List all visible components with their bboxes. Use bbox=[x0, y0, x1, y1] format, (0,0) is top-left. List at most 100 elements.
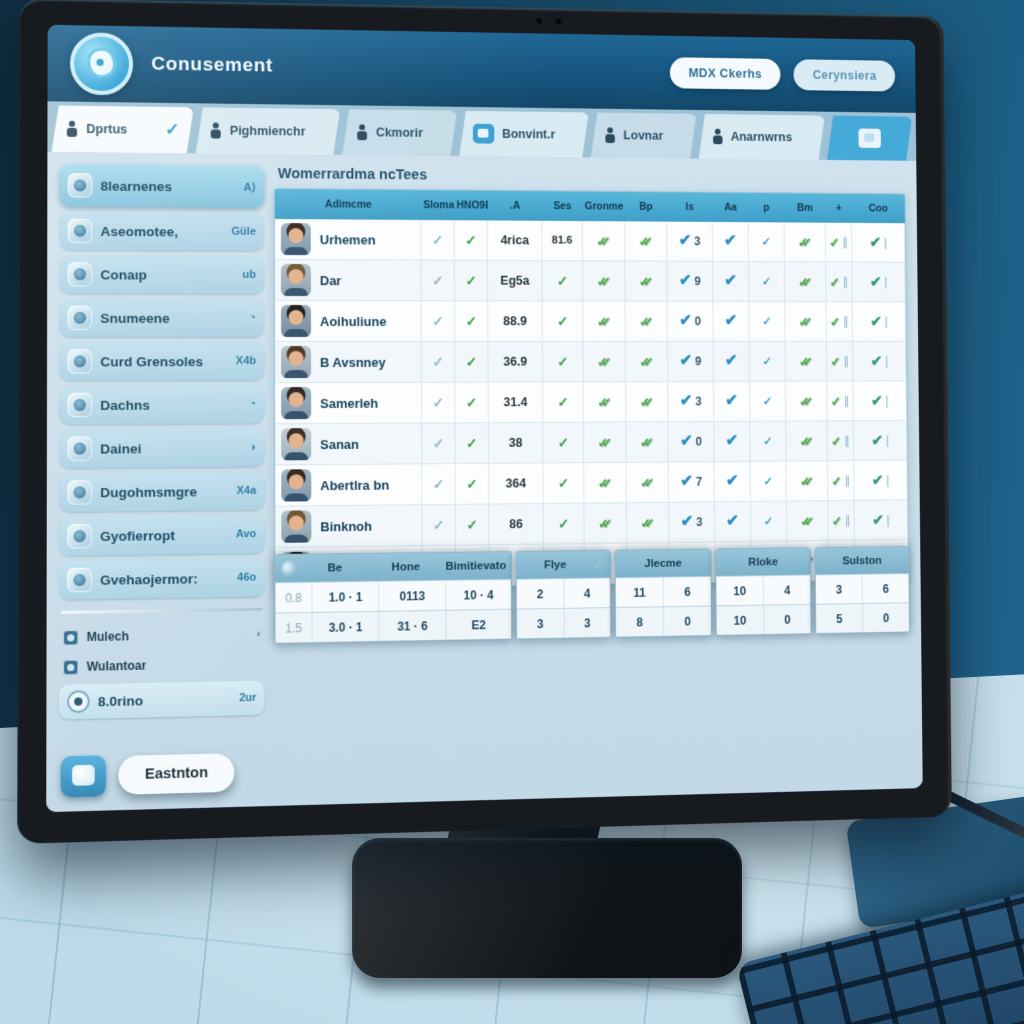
student-name: Abertlra bn bbox=[320, 477, 390, 493]
greenblue-check: ✔| bbox=[852, 262, 906, 302]
bluecheck-small: ✓ bbox=[748, 261, 786, 301]
check-icon: ✔ bbox=[724, 352, 738, 370]
table-row[interactable]: Dar ✓ ✓ Eg5a ✓ ✓✓ ✓✓ ✔ 9 ✔ ✓ ✓✓ ✓ ∥ ✔ | bbox=[274, 259, 906, 303]
ses-cell: ✓ bbox=[542, 341, 584, 382]
bottom-tables: Be Hone Bimitievato 0.8 1.0 · 1 0113 10 · 4 1.5… bbox=[274, 545, 910, 644]
value-cell: 88.9 bbox=[488, 301, 543, 341]
double-check-icon: ✓✓ bbox=[596, 233, 604, 249]
table-row[interactable]: Urhemen ✓ ✓ 4rica 81.6 ✓✓ ✓✓ ✔ 3 ✔ ✓ ✓✓ ✓ ∥ ✔ | bbox=[274, 218, 906, 263]
bluecheck-small: ✓ bbox=[750, 501, 788, 542]
apps-button[interactable] bbox=[60, 755, 107, 798]
count-cell: ✔ 9 bbox=[667, 261, 714, 301]
column-header: Ses bbox=[553, 200, 572, 213]
double-check-icon: ✓ bbox=[829, 234, 833, 250]
check-icon: ✓ bbox=[556, 313, 569, 330]
avatar bbox=[280, 223, 311, 256]
eastnton-button[interactable]: Eastnton bbox=[118, 753, 235, 795]
app-logo-icon bbox=[69, 32, 134, 96]
count-value: 3 bbox=[696, 515, 703, 529]
column-header: Coo bbox=[868, 202, 888, 215]
sidebar-item-badge: › bbox=[256, 627, 261, 641]
bottom-cell: 31 · 6 bbox=[378, 610, 446, 641]
check-icon: ✓ bbox=[465, 272, 477, 289]
dblcheck-green: ✓✓ bbox=[626, 422, 669, 462]
greenblue-check: ✔| bbox=[854, 500, 909, 540]
check-icon: ✓ bbox=[432, 272, 444, 289]
column-header: ls bbox=[685, 201, 695, 214]
bottom-cell: 3 bbox=[536, 616, 544, 631]
sidebar-item-label: 8.0rino bbox=[97, 692, 144, 709]
check-icon: ✓ bbox=[465, 353, 478, 370]
bar-marks: ✓∥ bbox=[826, 302, 853, 341]
greenblue-check: ✔| bbox=[851, 222, 906, 262]
double-check-icon: ✓✓ bbox=[799, 393, 807, 409]
check-icon: ✓ bbox=[557, 475, 570, 491]
count-cell: ✔ 9 bbox=[667, 341, 714, 382]
sidebar-item-dainei[interactable]: Dainei ◑ bbox=[59, 428, 265, 469]
check-light: ✓ bbox=[421, 382, 456, 423]
monitor: Conusement MDX Ckerhs Cerynsiera Dprtus ✓ P… bbox=[17, 0, 952, 844]
table-row[interactable]: Sanan ✓ ✓ 38 ✓ ✓✓ ✓✓ ✔ 0 ✔ ✓ ✓✓ ✓ ∥ ✔ | bbox=[275, 420, 908, 466]
check-icon: ✓ bbox=[431, 231, 444, 248]
tab-lovnar[interactable]: Lovnar bbox=[591, 112, 697, 158]
check-green: ✓ bbox=[455, 301, 489, 341]
tab-dprtus[interactable]: Dprtus ✓ bbox=[52, 105, 194, 153]
table-row[interactable]: Abertlra bn ✓ ✓ 364 ✓ ✓✓ ✓✓ ✔ 7 ✔ ✓ ✓✓ ✓ ∥ ✔ | bbox=[275, 460, 908, 507]
tally-marks: ∥ bbox=[842, 235, 848, 249]
sidebar-item-8learnenes[interactable]: 8learnenes A⟩ bbox=[59, 164, 264, 208]
sidebar-item-label: Aseomotee, bbox=[100, 223, 179, 239]
table-row[interactable]: B Avsnney ✓ ✓ 36.9 ✓ ✓✓ ✓✓ ✔ 9 ✔ ✓ ✓✓ ✓ ∥ ✔ | bbox=[275, 341, 907, 384]
check-icon: ✔ bbox=[725, 472, 739, 490]
sidebar-item-cona-p[interactable]: Conaıp ub bbox=[59, 254, 265, 294]
sidebar-item-aseomotee-[interactable]: Aseomotee, Güle bbox=[59, 211, 264, 251]
check-light: ✓ bbox=[421, 260, 456, 301]
table-row[interactable]: Aoihuliune ✓ ✓ 88.9 ✓ ✓✓ ✓✓ ✔ 0 ✔ ✓ ✓✓ ✓ ∥ ✔ | bbox=[275, 300, 907, 343]
sidebar-item-label: Curd Grensoles bbox=[100, 353, 204, 369]
avatar bbox=[281, 469, 312, 502]
sidebar-item-label: Dugohmsmgre bbox=[100, 483, 198, 500]
bottom-cell: 4 bbox=[563, 578, 611, 608]
sidebar-item-wulantoar[interactable]: Wulantoar bbox=[59, 651, 265, 679]
sidebar-item-curd-grensoles[interactable]: Curd Grensoles X4b bbox=[59, 342, 265, 381]
disc-icon bbox=[67, 392, 93, 418]
tab-pighmienchr[interactable]: Pighmienchr bbox=[196, 107, 341, 155]
check-green: ✓ bbox=[455, 504, 490, 545]
sidebar-item-dugohmsmgre[interactable]: Dugohmsmgre X4a bbox=[59, 471, 265, 512]
sidebar-item-badge: ◔ bbox=[249, 311, 257, 324]
check-icon: ✓ bbox=[432, 353, 444, 370]
sidebar-item-mulech[interactable]: Mulech › bbox=[59, 622, 265, 650]
name-cell: Abertlra bn bbox=[275, 464, 423, 506]
tab-label: Ckmorir bbox=[375, 125, 423, 140]
table-row[interactable]: Samerleh ✓ ✓ 31.4 ✓ ✓✓ ✓✓ ✔ 3 ✔ ✓ ✓✓ ✓ ∥ ✔ | bbox=[275, 381, 907, 425]
sidebar-item-label: Gvehaojermor: bbox=[100, 570, 198, 588]
tab-anarnwrns[interactable]: Anarnwrns bbox=[698, 114, 825, 160]
sidebar-item-gyofierropt[interactable]: Gyofierropt Avo bbox=[59, 514, 265, 556]
sidebar-item-snumeene[interactable]: Snumeene ◔ bbox=[59, 298, 265, 338]
tab-bonvint-r[interactable]: Bonvint.r bbox=[459, 111, 589, 158]
value-cell: 38 bbox=[488, 422, 544, 463]
sidebar: 8learnenes A⟩ Aseomotee, Güle Conaıp ub Snumee… bbox=[58, 164, 265, 799]
sidebar-item-gvehaojermor-[interactable]: Gvehaojermor: 46o bbox=[58, 558, 265, 600]
tab-ckmorir[interactable]: Ckmorir bbox=[342, 109, 457, 156]
header-button[interactable]: MDX Ckerhs bbox=[669, 57, 781, 90]
check-icon: ✔ bbox=[869, 273, 882, 291]
bottom-cell: 1.5 bbox=[285, 620, 302, 636]
bottom-cell: 0 bbox=[663, 606, 712, 636]
bar-marks: ✓∥ bbox=[825, 222, 853, 262]
sidebar-item-dachns[interactable]: Dachns ◔ bbox=[59, 385, 265, 425]
header-button[interactable]: Cerynsiera bbox=[793, 59, 896, 92]
tab-icon[interactable] bbox=[827, 116, 913, 161]
column-header: .A bbox=[509, 199, 521, 212]
avatar bbox=[281, 428, 312, 461]
count-cell: ✔ 3 bbox=[667, 221, 714, 261]
check-icon: ✓ bbox=[465, 232, 477, 248]
bluecheck-small: ✓ bbox=[749, 381, 787, 421]
check-icon: ✔ bbox=[680, 513, 694, 531]
check-green: ✓ bbox=[455, 341, 489, 382]
tally-marks: ∥ bbox=[844, 473, 851, 488]
bottom-table-row: 11 6 bbox=[615, 575, 711, 608]
double-check-icon: ✓✓ bbox=[597, 475, 606, 491]
double-check-icon: ✓✓ bbox=[639, 434, 648, 450]
sidebar-item-8-0rino[interactable]: 8.0rino 2ur bbox=[58, 680, 265, 720]
